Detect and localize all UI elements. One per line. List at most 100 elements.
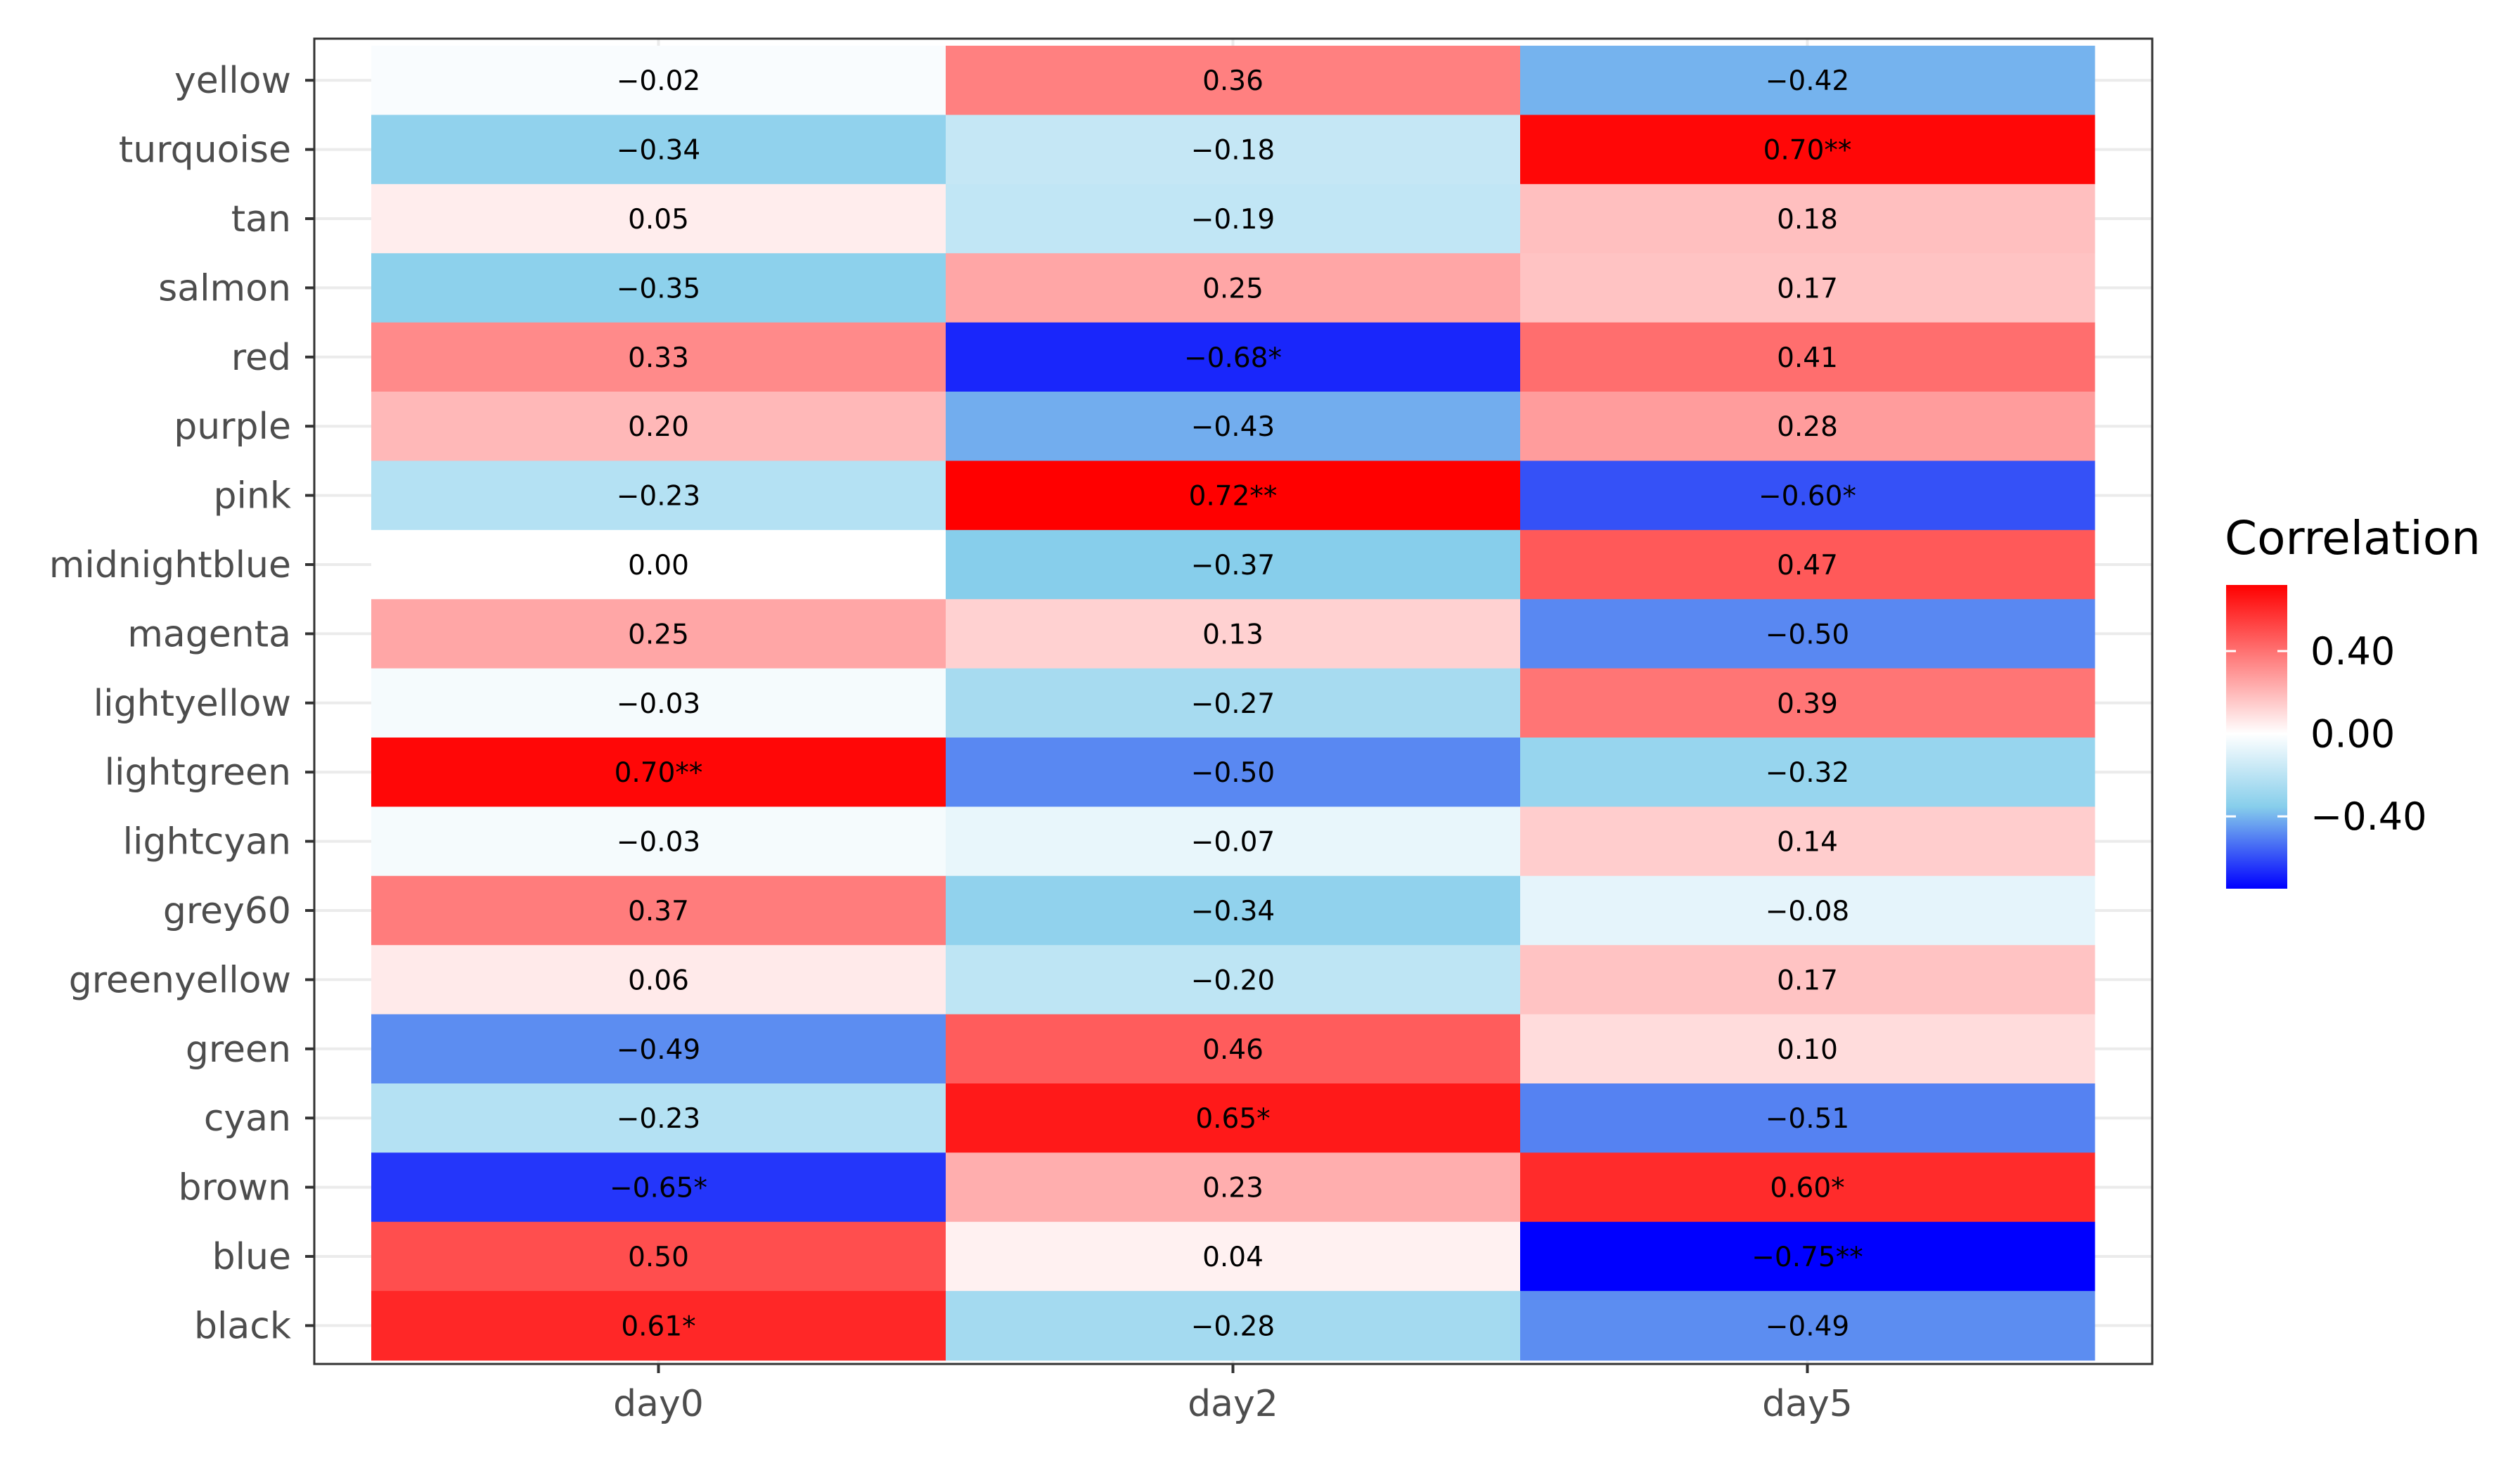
cell-label-red-day5: 0.41 <box>1777 342 1838 374</box>
cell-label-lightcyan-day0: −0.03 <box>617 827 701 858</box>
cell-label-lightgreen-day2: −0.50 <box>1191 757 1275 789</box>
cell-label-magenta-day2: 0.13 <box>1202 619 1264 650</box>
cell-label-pink-day5: −0.60* <box>1759 481 1856 513</box>
heatmap-cell-magenta-day2 <box>946 599 1521 669</box>
heatmap-cell-cyan-day5 <box>1520 1083 2095 1153</box>
heatmap-cell-grey60-day5 <box>1520 875 2095 946</box>
cell-label-brown-day5: 0.60* <box>1770 1173 1844 1204</box>
y-tick-label-salmon: salmon <box>158 267 291 309</box>
cell-label-greenyellow-day2: −0.20 <box>1191 965 1275 996</box>
heatmap-cell-brown-day0 <box>371 1152 946 1223</box>
y-tick-label-tan: tan <box>231 198 291 240</box>
legend-ticks: 0.40 0.00 −0.40 <box>2226 629 2426 839</box>
heatmap-cell-yellow-day2 <box>946 46 1521 115</box>
cell-label-brown-day0: −0.65* <box>610 1173 707 1204</box>
cell-label-black-day5: −0.49 <box>1766 1311 1850 1342</box>
legend: Correlation 0.40 0.00 −0.40 <box>2225 511 2481 889</box>
cell-label-red-day0: 0.33 <box>628 342 689 374</box>
cell-label-cyan-day5: −0.51 <box>1766 1103 1850 1135</box>
cell-label-yellow-day5: −0.42 <box>1766 65 1850 97</box>
cell-label-salmon-day5: 0.17 <box>1777 273 1838 304</box>
cell-label-pink-day0: −0.23 <box>617 481 701 513</box>
legend-colorbar <box>2226 585 2287 889</box>
x-tick-label-day0: day0 <box>613 1383 704 1425</box>
heatmap-cell-midnightblue-day5 <box>1520 529 2095 600</box>
cell-label-tan-day0: 0.05 <box>628 204 689 236</box>
cell-label-cyan-day0: −0.23 <box>617 1103 701 1135</box>
cell-label-yellow-day2: 0.36 <box>1202 65 1264 97</box>
heatmap-cell-lightyellow-day2 <box>946 668 1521 738</box>
cell-label-blue-day2: 0.04 <box>1202 1242 1264 1273</box>
cell-label-green-day2: 0.46 <box>1202 1034 1264 1066</box>
heatmap-cell-blue-day0 <box>371 1221 946 1292</box>
y-tick-label-cyan: cyan <box>204 1098 291 1140</box>
heatmap-cell-brown-day2 <box>946 1152 1521 1223</box>
heatmap-cell-lightgreen-day5 <box>1520 738 2095 807</box>
cell-label-midnightblue-day5: 0.47 <box>1777 550 1838 581</box>
heatmap-cell-yellow-day5 <box>1520 46 2095 115</box>
heatmap-cell-lightcyan-day5 <box>1520 806 2095 877</box>
cell-label-pink-day2: 0.72** <box>1189 481 1278 513</box>
cell-label-turquoise-day0: −0.34 <box>617 135 701 167</box>
heatmap-cell-tan-day0 <box>371 184 946 254</box>
heatmap-cell-lightyellow-day5 <box>1520 668 2095 738</box>
y-tick-label-greenyellow: greenyellow <box>69 959 291 1001</box>
heatmap-cell-green-day0 <box>371 1014 946 1084</box>
heatmap-cell-green-day2 <box>946 1014 1521 1084</box>
legend-tick-label: 0.00 <box>2310 712 2395 757</box>
cell-label-magenta-day0: 0.25 <box>628 619 689 650</box>
y-tick-label-brown: brown <box>178 1167 291 1209</box>
heatmap-cell-yellow-day0 <box>371 46 946 115</box>
cell-labels: −0.02 0.36 −0.42 −0.34 −0.18 0.70** 0.05 −0.19 0… <box>610 65 1863 1342</box>
cell-label-lightcyan-day5: 0.14 <box>1777 827 1838 858</box>
heatmap-cell-black-day0 <box>371 1291 946 1361</box>
cell-label-greenyellow-day5: 0.17 <box>1777 965 1838 996</box>
heatmap-cell-red-day5 <box>1520 322 2095 392</box>
heatmap-cell-grey60-day0 <box>371 875 946 946</box>
cell-label-grey60-day0: 0.37 <box>628 896 689 927</box>
cell-label-red-day2: −0.68* <box>1184 342 1282 374</box>
heatmap-cell-greenyellow-day5 <box>1520 945 2095 1015</box>
heatmap-cell-salmon-day0 <box>371 253 946 323</box>
heatmap-cell-greenyellow-day2 <box>946 945 1521 1015</box>
heatmap-cell-cyan-day2 <box>946 1083 1521 1153</box>
heatmap-cell-magenta-day5 <box>1520 599 2095 669</box>
cell-label-lightyellow-day2: −0.27 <box>1191 688 1275 720</box>
cell-label-grey60-day5: −0.08 <box>1766 896 1850 927</box>
cell-label-purple-day5: 0.28 <box>1777 411 1838 443</box>
y-tick-label-black: black <box>194 1305 291 1347</box>
heatmap-cell-pink-day0 <box>371 461 946 531</box>
heatmap-cell-tan-day2 <box>946 184 1521 254</box>
cell-label-blue-day0: 0.50 <box>628 1242 689 1273</box>
cell-label-black-day0: 0.61* <box>621 1311 695 1342</box>
heatmap-cell-magenta-day0 <box>371 599 946 669</box>
heatmap-cell-salmon-day2 <box>946 253 1521 323</box>
cell-label-tan-day5: 0.18 <box>1777 204 1838 236</box>
cell-label-black-day2: −0.28 <box>1191 1311 1275 1342</box>
heatmap-cell-midnightblue-day0 <box>371 529 946 600</box>
cell-label-yellow-day0: −0.02 <box>617 65 701 97</box>
heatmap-cell-purple-day5 <box>1520 392 2095 461</box>
heatmap-cell-lightgreen-day2 <box>946 738 1521 807</box>
y-tick-label-lightgreen: lightgreen <box>105 752 291 794</box>
y-tick-label-midnightblue: midnightblue <box>49 544 291 586</box>
heatmap-cell-midnightblue-day2 <box>946 529 1521 600</box>
cell-label-grey60-day2: −0.34 <box>1191 896 1275 927</box>
y-tick-label-turquoise: turquoise <box>119 129 291 172</box>
y-tick-label-purple: purple <box>174 406 291 448</box>
cell-label-midnightblue-day2: −0.37 <box>1191 550 1275 581</box>
heatmap-cell-salmon-day5 <box>1520 253 2095 323</box>
heatmap-cell-greenyellow-day0 <box>371 945 946 1015</box>
cell-label-green-day0: −0.49 <box>617 1034 701 1066</box>
cell-label-magenta-day5: −0.50 <box>1766 619 1850 650</box>
heatmap-cell-lightcyan-day0 <box>371 806 946 877</box>
heatmap-cell-brown-day5 <box>1520 1152 2095 1223</box>
heatmap-cell-purple-day0 <box>371 392 946 461</box>
y-tick-label-blue: blue <box>212 1236 291 1278</box>
cell-label-salmon-day0: −0.35 <box>617 273 701 304</box>
heatmap-cell-red-day2 <box>946 322 1521 392</box>
cell-label-turquoise-day5: 0.70** <box>1763 135 1852 167</box>
heatmap-cell-blue-day2 <box>946 1221 1521 1292</box>
cell-label-green-day5: 0.10 <box>1777 1034 1838 1066</box>
